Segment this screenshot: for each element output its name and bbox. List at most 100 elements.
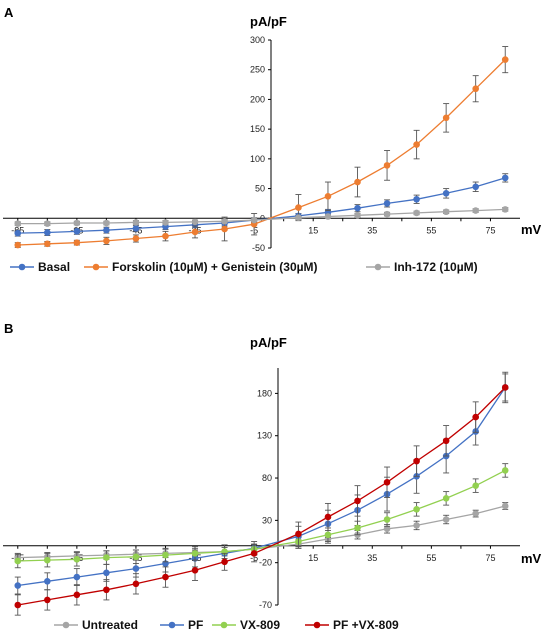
data-point [354, 204, 361, 212]
legend-label: Forskolin (10µM) + Genistein (30µM) [112, 260, 318, 274]
data-point [413, 522, 420, 529]
data-point [221, 225, 228, 233]
data-point [14, 229, 22, 237]
data-point [132, 225, 140, 232]
data-point [44, 229, 51, 236]
data-point [354, 497, 361, 505]
data-point [442, 114, 450, 122]
x-tick-label: 35 [367, 553, 377, 563]
data-point [501, 467, 509, 474]
data-point [295, 214, 302, 221]
data-point [250, 216, 258, 224]
data-point [132, 219, 140, 226]
panel-b-xlabel: mV [521, 551, 542, 566]
data-point [383, 210, 391, 218]
data-point [354, 178, 361, 186]
panel-b-legend: Untreated PF VX-809 PF +VX-809 [54, 618, 399, 632]
data-point [413, 141, 420, 148]
y-tick-label: 150 [250, 124, 265, 134]
legend-label: PF [188, 618, 203, 632]
x-tick-label: 15 [308, 225, 318, 235]
y-tick-label: 80 [262, 473, 272, 483]
data-point [383, 516, 391, 523]
data-point [324, 513, 332, 521]
data-point [73, 591, 81, 599]
data-point [73, 573, 81, 581]
data-point [324, 531, 332, 539]
data-point [162, 219, 169, 226]
data-point [73, 219, 81, 227]
series-3 [14, 206, 509, 227]
y-tick-label: 100 [250, 154, 265, 164]
data-point [413, 506, 420, 513]
y-tick-label: 130 [257, 431, 272, 441]
data-point [132, 553, 140, 561]
data-point [501, 206, 509, 213]
x-tick-label: 75 [485, 225, 495, 235]
data-point [14, 557, 22, 565]
panel-a-xlabel: mV [521, 222, 542, 237]
data-point [73, 228, 81, 235]
y-tick-label: 180 [257, 388, 272, 398]
data-point [354, 212, 361, 219]
data-point [14, 220, 22, 227]
panel-b-ylabel: pA/pF [250, 335, 287, 350]
data-point [472, 85, 479, 93]
data-point [442, 190, 450, 197]
panel-a-ylabel: pA/pF [250, 14, 287, 29]
data-point [103, 226, 110, 234]
y-tick-label: 50 [255, 184, 265, 194]
legend-label: Basal [38, 260, 70, 274]
data-point [132, 235, 140, 242]
data-point [472, 482, 479, 489]
data-point [103, 569, 110, 577]
data-point [295, 204, 302, 211]
data-point [472, 207, 479, 214]
data-point [501, 384, 509, 391]
data-point [44, 240, 51, 248]
data-point [44, 578, 51, 585]
x-tick-label: 35 [367, 225, 377, 235]
x-tick-label: 75 [485, 553, 495, 563]
data-point [162, 232, 169, 240]
legend-label: PF +VX-809 [333, 618, 399, 632]
data-point [442, 437, 450, 445]
data-point [472, 183, 479, 191]
legend-swatch-marker [62, 621, 70, 629]
panel-b-letter: B [4, 321, 13, 336]
data-point [383, 162, 391, 169]
data-point [383, 200, 391, 207]
panel-a-legend: Basal Forskolin (10µM) + Genistein (30µM)… [10, 260, 478, 274]
y-tick-label: -20 [259, 558, 272, 568]
series-4 [14, 373, 509, 616]
data-point [162, 573, 169, 581]
data-point [14, 241, 22, 249]
data-point [442, 208, 450, 216]
data-point [472, 510, 479, 517]
data-point [221, 558, 228, 566]
data-point [295, 530, 302, 538]
data-point [132, 580, 140, 588]
y-tick-label: 0 [260, 213, 265, 223]
y-tick-label: -70 [259, 600, 272, 610]
data-point [191, 550, 199, 557]
y-tick-label: 300 [250, 35, 265, 45]
data-point [44, 596, 51, 604]
data-point [383, 525, 391, 533]
series-2 [14, 46, 509, 249]
data-point [103, 237, 110, 245]
data-point [501, 56, 509, 63]
data-point [191, 218, 199, 226]
panel-a-plot: 300250200150100500-50-85-65-45-25-515355… [3, 35, 520, 253]
x-tick-label: 15 [308, 553, 318, 563]
data-point [413, 457, 420, 465]
legend-swatch-marker [18, 263, 26, 271]
data-point [324, 192, 332, 200]
legend-label: VX-809 [240, 618, 280, 632]
legend-swatch-marker [168, 621, 176, 629]
data-point [103, 219, 110, 227]
data-point [501, 502, 509, 510]
data-point [73, 239, 81, 246]
